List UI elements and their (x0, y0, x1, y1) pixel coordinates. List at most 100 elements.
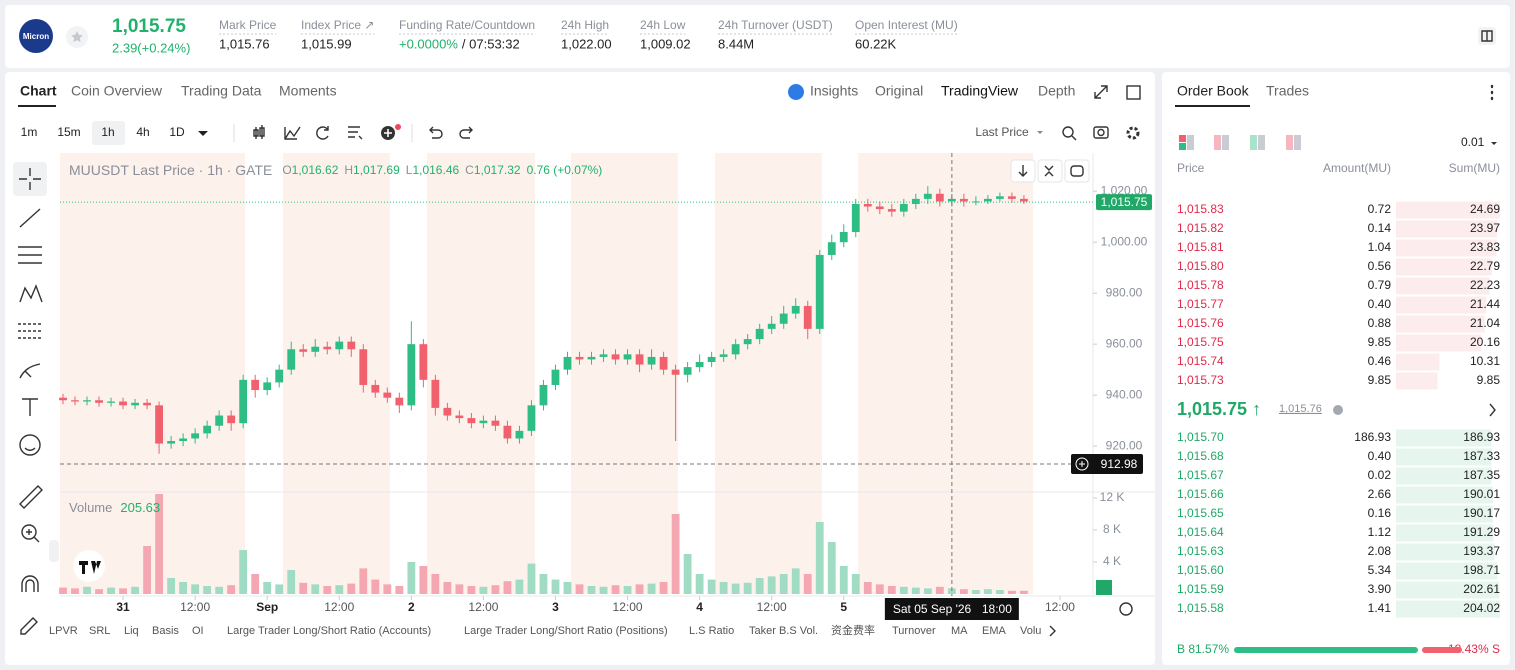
indicator[interactable]: Liq (124, 625, 139, 637)
precision-dropdown[interactable] (1491, 142, 1497, 145)
text-tool[interactable] (22, 398, 38, 416)
indicator[interactable]: Large Trader Long/Short Ratio (Positions… (464, 625, 668, 637)
precision[interactable]: 0.01 (1461, 135, 1485, 149)
candle-type-icon[interactable] (253, 125, 265, 139)
candle-body (611, 354, 620, 360)
candle-body (563, 356, 572, 370)
book-tab[interactable]: Order Book (1177, 83, 1250, 99)
indicator[interactable]: MA (951, 625, 968, 637)
mode-bids (1258, 135, 1265, 150)
candle-body (335, 341, 344, 350)
book-amount: 2.66 (1368, 487, 1392, 501)
pattern-tool[interactable] (19, 284, 43, 303)
ruler-tool[interactable] (19, 485, 43, 509)
brush-tool[interactable] (19, 363, 41, 379)
indicator[interactable]: Basis (152, 625, 179, 637)
book-amount: 1.12 (1368, 525, 1392, 539)
interval-dropdown[interactable] (198, 131, 208, 136)
crosshair-tool[interactable] (19, 168, 41, 190)
line-tool[interactable] (19, 208, 41, 228)
mode-bids[interactable] (1250, 135, 1257, 150)
indicator[interactable]: LPVR (49, 625, 78, 637)
candle-body (515, 430, 524, 439)
indicator[interactable]: Taker B.S Vol. (749, 625, 818, 637)
screenshot-icon[interactable] (1093, 126, 1109, 139)
zoom-tool[interactable] (21, 524, 37, 540)
candle-body (239, 379, 248, 424)
volume-bar (107, 587, 115, 594)
indicator[interactable]: SRL (89, 625, 110, 637)
view-tab[interactable]: Original (875, 83, 923, 99)
mode-depth[interactable] (1286, 135, 1293, 150)
channel-tool[interactable] (18, 246, 42, 264)
volume-bar (407, 562, 416, 594)
emoji-tool[interactable] (19, 434, 41, 456)
tab[interactable]: Moments (279, 83, 337, 99)
fib-tool[interactable] (18, 323, 42, 339)
x-tick-label: 12:00 (324, 600, 354, 614)
window-icon[interactable] (1126, 85, 1141, 100)
interval[interactable]: 1D (169, 125, 185, 139)
order-book: Order Book Trades 0.01 Price Amount(MU) Sum(M… (1177, 83, 1500, 656)
collapse-toolbar[interactable] (49, 540, 59, 562)
mode-both (1187, 135, 1194, 150)
interval[interactable]: 1h (101, 125, 114, 139)
candle-body (899, 203, 908, 212)
indicator[interactable]: Turnover (892, 625, 936, 637)
tab[interactable]: Chart (20, 83, 57, 99)
magnet-tool[interactable] (21, 575, 39, 592)
depth-bar (1396, 467, 1492, 485)
refresh-button[interactable] (1064, 159, 1090, 183)
settings-icon[interactable] (1126, 126, 1140, 140)
redo-icon[interactable] (459, 126, 473, 139)
candle-body (587, 356, 596, 360)
volume-bar (671, 514, 680, 594)
indicator[interactable]: OI (192, 625, 204, 637)
crosshair-time-box (884, 598, 1019, 620)
indicators-more[interactable] (1049, 625, 1056, 637)
view-tab[interactable]: Depth (1038, 83, 1075, 99)
add-plus (384, 129, 392, 137)
stat-label: 24h High (561, 18, 609, 32)
templates-icon[interactable] (348, 126, 363, 140)
view-tab[interactable]: TradingView (941, 83, 1019, 99)
price-type[interactable]: Last Price (975, 125, 1029, 139)
indicator[interactable]: Volu (1020, 625, 1041, 637)
mode-asks[interactable] (1214, 135, 1221, 150)
x-tick-label: 5 (840, 600, 847, 614)
indicator-icon[interactable] (284, 126, 301, 140)
interval[interactable]: 15m (57, 125, 80, 139)
volume-bar (923, 588, 932, 594)
indicator[interactable]: Large Trader Long/Short Ratio (Accounts) (227, 625, 431, 637)
candle-body (647, 356, 656, 365)
candle-body (179, 438, 188, 442)
crosshair-add[interactable] (1075, 457, 1089, 471)
replay-icon[interactable] (316, 126, 329, 140)
fullscreen-icon[interactable] (1094, 85, 1108, 99)
indicator[interactable]: EMA (982, 625, 1007, 637)
tab[interactable]: Coin Overview (71, 83, 163, 99)
lock-tool[interactable] (20, 617, 38, 635)
volume-bar (683, 554, 692, 594)
view-tab[interactable]: Insights (810, 83, 858, 99)
mode-both[interactable] (1179, 135, 1186, 142)
volume-bar (179, 582, 188, 594)
x-tick-label: 12:00 (1045, 600, 1075, 614)
book-more[interactable] (1489, 403, 1496, 417)
price-type-dropdown[interactable] (1037, 131, 1043, 134)
y-tick-label: 980.00 (1106, 285, 1143, 299)
book-price: 1,015.75 (1177, 335, 1224, 349)
interval[interactable]: 4h (136, 125, 149, 139)
indicator[interactable]: L.S Ratio (689, 625, 734, 637)
tab[interactable]: Trading Data (181, 83, 262, 99)
chart-settings[interactable] (1119, 602, 1133, 616)
search-icon[interactable] (1062, 126, 1074, 138)
interval[interactable]: 1m (21, 125, 38, 139)
book-sum: 22.79 (1470, 259, 1500, 273)
crosshair-price: 912.98 (1101, 457, 1138, 471)
book-tab[interactable]: Trades (1266, 83, 1309, 99)
collapse-button[interactable] (1037, 159, 1063, 183)
undo-icon[interactable] (429, 126, 443, 139)
volume-bar (996, 590, 1004, 594)
indicator[interactable]: 资金费率 (831, 623, 875, 637)
